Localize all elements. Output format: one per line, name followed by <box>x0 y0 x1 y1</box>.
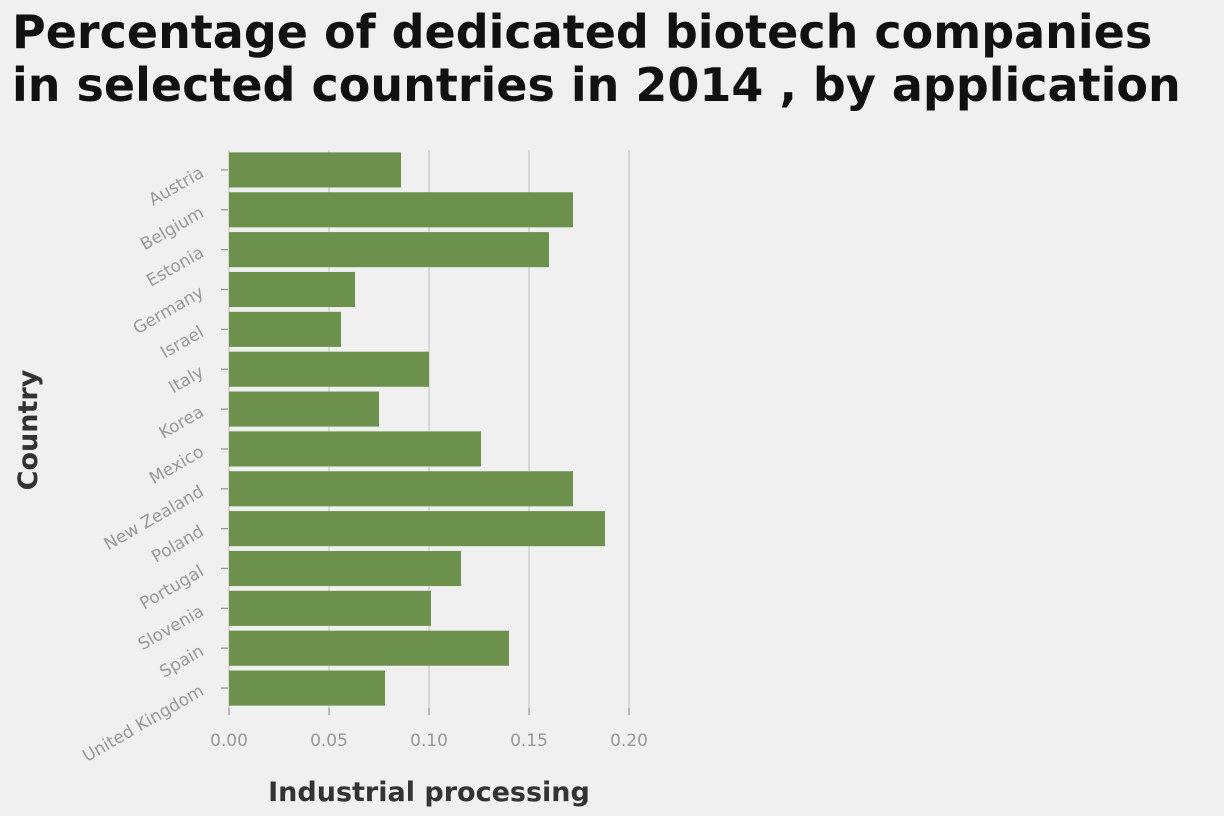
bar <box>229 431 481 467</box>
bar <box>229 670 385 706</box>
y-tick-label: Israel <box>157 322 207 363</box>
y-tick-label: Korea <box>156 402 208 443</box>
x-tick-label: 0.00 <box>210 731 248 751</box>
y-tick-label: Spain <box>156 641 207 682</box>
bar <box>229 511 605 547</box>
x-axis-title: Industrial processing <box>268 777 590 808</box>
bar <box>229 590 431 626</box>
chart-title-line-2: in selected countries in 2014 , by appli… <box>12 58 1181 112</box>
bar <box>229 550 461 587</box>
bar <box>229 311 341 347</box>
y-tick-label: Poland <box>148 522 207 568</box>
chart-title-line-1: Percentage of dedicated biotech companie… <box>12 5 1152 59</box>
bar <box>229 232 549 268</box>
y-axis-title: Country <box>13 369 44 490</box>
bar <box>229 152 401 188</box>
bar <box>229 192 573 228</box>
y-tick-label: Italy <box>166 362 208 398</box>
y-tick-label: United Kingdom <box>79 681 207 767</box>
bar <box>229 271 355 308</box>
x-tick-label: 0.20 <box>610 731 648 751</box>
x-tick-label: 0.05 <box>310 731 348 751</box>
chart-title: Percentage of dedicated biotech companie… <box>12 5 1181 112</box>
y-tick-label: Mexico <box>146 442 207 489</box>
plot-area: 0.00 0.05 0.10 0.15 0.20AustriaBelgiumEstoni… <box>79 150 648 767</box>
x-tick-label: 0.10 <box>410 731 448 751</box>
x-tick-label: 0.15 <box>510 731 548 751</box>
y-tick-label: Austria <box>145 163 207 210</box>
bar <box>229 351 429 387</box>
bar <box>229 630 509 666</box>
bar <box>229 391 379 427</box>
bar <box>229 471 573 507</box>
